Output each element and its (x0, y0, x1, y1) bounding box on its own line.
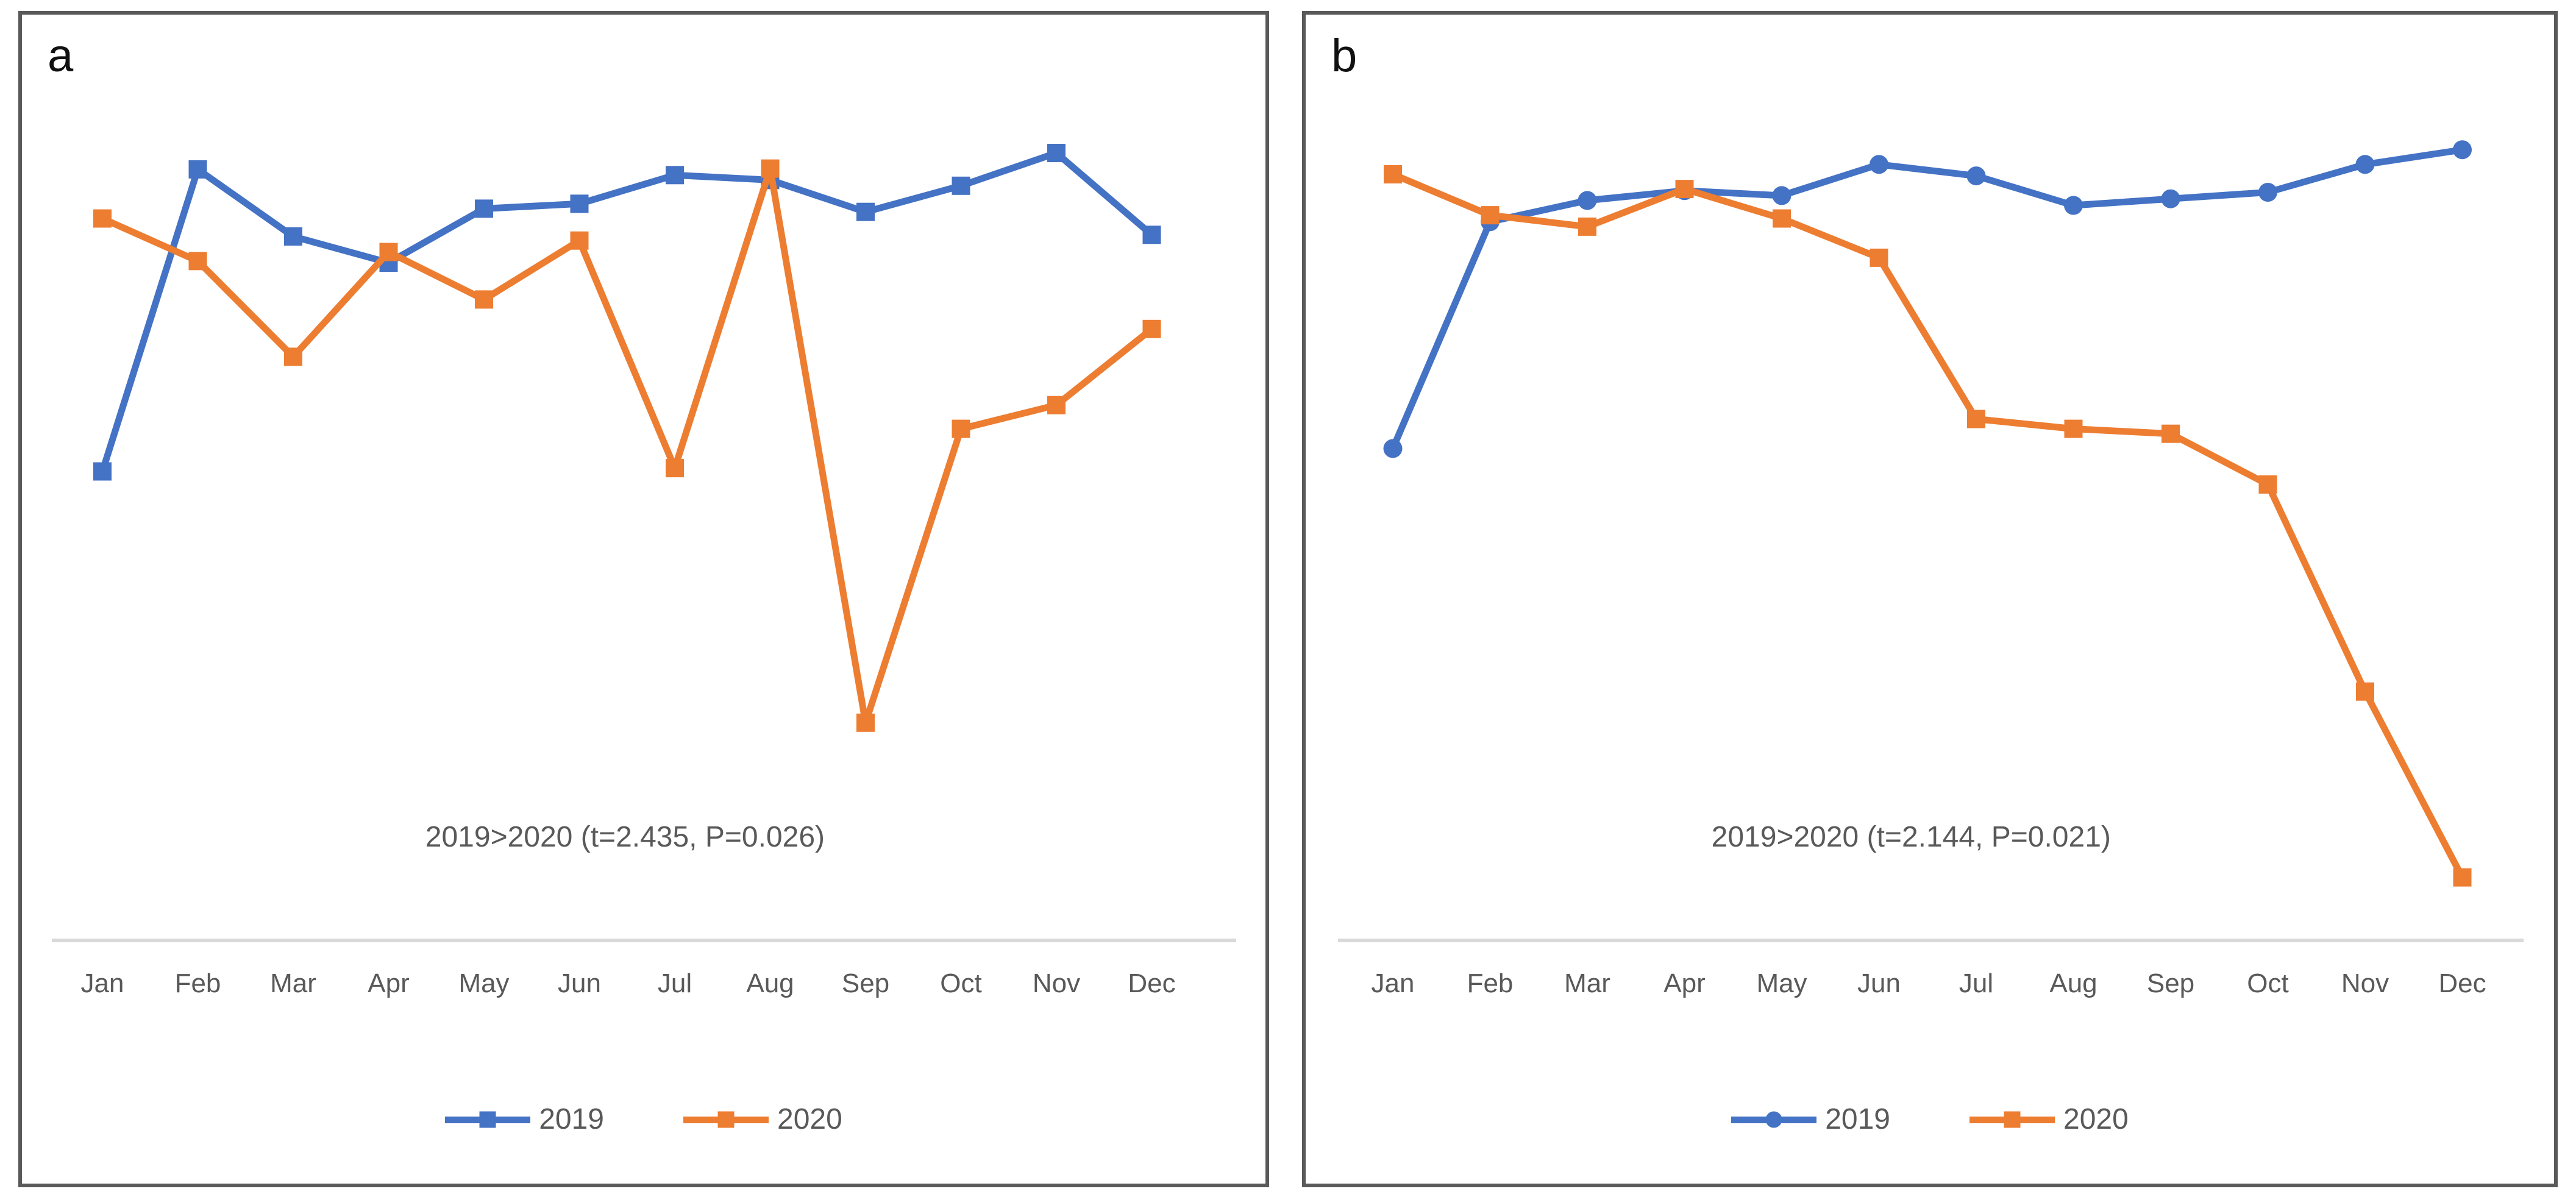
data-point-2020 (1578, 217, 1596, 236)
data-point-2020 (856, 713, 875, 732)
x-axis-label: May (458, 968, 509, 998)
x-axis-label: Jan (1372, 968, 1415, 998)
data-point-2020 (952, 419, 970, 438)
data-point-2020 (1967, 410, 1985, 428)
x-axis-label: Aug (2049, 968, 2097, 998)
data-point-2020 (93, 209, 112, 228)
data-point-2020 (475, 290, 493, 309)
data-point-2020 (666, 459, 684, 478)
data-point-2019 (1966, 166, 1986, 186)
legend-label-2020: 2020 (2063, 1103, 2129, 1135)
x-axis-label: Mar (1564, 968, 1610, 998)
line-chart-a: Jan Feb Mar Apr May Jun Jul Aug Sep Oct Nov Dec (52, 144, 1236, 998)
legend-line-2019 (1731, 1111, 1817, 1128)
data-point-2020 (2258, 475, 2277, 494)
panel-letter-b: b (1331, 30, 1357, 82)
data-point-2020 (1481, 206, 1500, 225)
stat-annotation-b: 2019>2020 (t=2.144, P=0.021) (1711, 821, 2111, 853)
data-point-2020 (1870, 248, 1888, 267)
series-line-2019 (1389, 146, 2466, 452)
legend-marker-2020 (2004, 1111, 2021, 1128)
x-axis-label: Jul (1959, 968, 1993, 998)
series-line-2020 (99, 165, 1155, 726)
data-point-2019 (475, 199, 493, 218)
data-point-2020 (1142, 319, 1161, 338)
data-point-2020 (188, 252, 207, 271)
data-point-2020 (2453, 868, 2472, 887)
data-point-2019 (2161, 189, 2180, 208)
data-point-2019 (2064, 196, 2083, 215)
series-line-2019 (99, 149, 1155, 475)
data-point-2020 (284, 347, 302, 366)
data-point-2020 (1773, 209, 1791, 228)
legend-line-2020 (683, 1111, 769, 1128)
x-axis-label: Dec (2438, 968, 2486, 998)
series-line-2020 (1389, 171, 2466, 881)
x-axis-label: Oct (2247, 968, 2288, 998)
x-axis-label: Jun (1857, 968, 1901, 998)
x-axis-label: Jan (81, 968, 124, 998)
x-axis-label: Jul (658, 968, 692, 998)
x-axis-label: Feb (175, 968, 221, 998)
legend-item-2020: 2020 (1969, 1105, 2129, 1134)
legend-line-2020 (1969, 1111, 2055, 1128)
data-point-2019 (952, 176, 970, 195)
panel-b: Jan Feb Mar Apr May Jun Jul Aug Sep Oct Nov Dec b 2… (1302, 11, 2558, 1187)
legend-label-2019: 2019 (1825, 1103, 1890, 1135)
data-point-2019 (856, 202, 875, 221)
legend-label-2019: 2019 (539, 1103, 604, 1135)
data-point-2020 (379, 243, 398, 261)
data-point-2020 (1675, 180, 1694, 199)
data-point-2020 (2161, 424, 2180, 443)
x-axis-label: Nov (1033, 968, 1080, 998)
panel-a: Jan Feb Mar Apr May Jun Jul Aug Sep Oct Nov Dec a 2… (18, 11, 1269, 1187)
data-point-2019 (1383, 439, 1403, 458)
x-axis-label: Aug (746, 968, 794, 998)
x-axis-label: Mar (270, 968, 316, 998)
legend-item-2019: 2019 (1731, 1105, 1890, 1134)
legend-marker-2019 (479, 1111, 496, 1128)
data-point-2019 (1870, 155, 1888, 174)
x-axis-label: Jun (558, 968, 601, 998)
data-point-2019 (666, 166, 684, 185)
x-axis-label: Apr (368, 968, 409, 998)
data-point-2020 (570, 231, 589, 250)
x-axis-label: Sep (842, 968, 889, 998)
data-point-2019 (2355, 155, 2375, 174)
data-point-2020 (2356, 682, 2374, 701)
data-point-2019 (93, 462, 112, 481)
data-point-2020 (2064, 419, 2083, 438)
x-axis-label: May (1756, 968, 1807, 998)
data-point-2019 (188, 160, 207, 179)
legend-marker-2020 (717, 1111, 735, 1128)
x-axis-label: Apr (1663, 968, 1705, 998)
panel-letter-a: a (48, 30, 74, 82)
data-point-2019 (1047, 144, 1066, 162)
data-point-2020 (1384, 165, 1402, 183)
legend-marker-2019 (1765, 1111, 1782, 1128)
data-point-2019 (1578, 191, 1597, 210)
legend-item-2019: 2019 (445, 1105, 604, 1134)
x-axis-label: Nov (2341, 968, 2389, 998)
legend-item-2020: 2020 (683, 1105, 842, 1134)
x-axis-label: Feb (1467, 968, 1514, 998)
x-axis-label: Dec (1128, 968, 1175, 998)
data-point-2019 (1142, 226, 1161, 244)
legend-line-2019 (445, 1111, 531, 1128)
data-point-2019 (2258, 183, 2277, 202)
legend-b: 2019 2020 (1306, 1092, 2554, 1147)
x-axis-label: Sep (2147, 968, 2194, 998)
x-axis-label: Oct (940, 968, 981, 998)
data-point-2020 (1047, 396, 1066, 414)
legend-a: 2019 2020 (22, 1092, 1265, 1147)
data-point-2019 (284, 227, 302, 246)
line-chart-b: Jan Feb Mar Apr May Jun Jul Aug Sep Oct Nov Dec (1338, 140, 2524, 998)
data-point-2020 (761, 159, 780, 178)
data-point-2019 (570, 194, 589, 213)
stat-annotation-a: 2019>2020 (t=2.435, P=0.026) (425, 821, 825, 853)
legend-label-2020: 2020 (777, 1103, 842, 1135)
data-point-2019 (1772, 186, 1791, 205)
data-point-2019 (2453, 140, 2472, 160)
